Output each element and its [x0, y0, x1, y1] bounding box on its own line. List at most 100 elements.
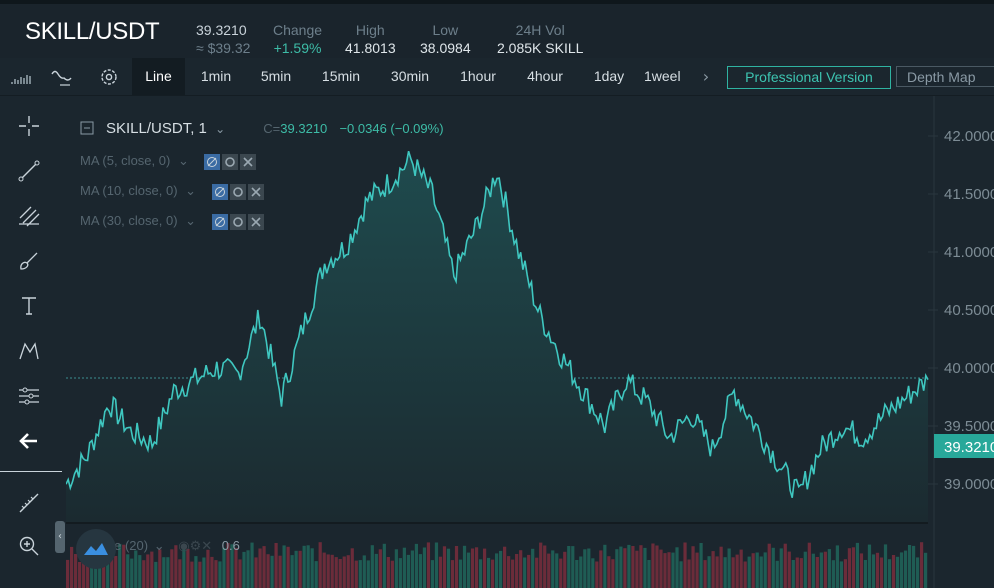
fib-lines-icon[interactable] [17, 204, 41, 228]
low-label: Low [432, 22, 459, 38]
volume-bar [98, 553, 102, 588]
volume-tool-icons[interactable]: ◉⚙✕ [178, 538, 213, 553]
settings-gear-icon[interactable] [229, 183, 246, 200]
volume-bar [663, 553, 667, 588]
hide-indicator-icon[interactable] [211, 213, 228, 230]
volume-bar [458, 559, 463, 588]
chevron-down-icon[interactable]: ⌄ [153, 538, 165, 553]
chart-type-toggle[interactable] [76, 529, 116, 569]
indicator-icon[interactable] [50, 66, 72, 88]
volume-bar [831, 560, 835, 588]
volume-bar [306, 545, 310, 588]
depth-map-button[interactable]: Depth Map [896, 66, 994, 87]
volume-bar [258, 548, 262, 588]
volume-bar [134, 550, 138, 588]
ma-5-label[interactable]: MA (5, close, 0) [80, 153, 171, 168]
volume-bar [563, 551, 567, 588]
volume-bar [358, 560, 362, 588]
volume-bar [535, 557, 539, 588]
volume-bar [579, 556, 583, 588]
chevron-down-icon[interactable]: ⌄ [185, 183, 197, 198]
volume-stat: 24H Vol 2.085K SKILL [497, 22, 583, 56]
volume-bar [254, 557, 258, 588]
tab-1min[interactable]: 1min [200, 68, 232, 84]
volume-bar [899, 552, 904, 588]
zoom-in-icon[interactable] [17, 534, 41, 558]
close-value: 39.3210 [280, 121, 328, 136]
volume-bar [891, 555, 896, 588]
volume-bar [158, 549, 162, 588]
professional-version-button[interactable]: Professional Version [727, 66, 891, 89]
y-tick-label: 41.0000 [944, 244, 994, 261]
sidebar-collapse-handle[interactable]: ‹ [55, 521, 65, 553]
volume-bar [230, 544, 234, 588]
measure-icon[interactable] [17, 384, 41, 408]
price-chart[interactable]: 42.0000 41.5000 41.0000 40.5000 40.0000 39.50… [66, 96, 994, 588]
y-tick-label: 39.0000 [944, 476, 994, 493]
volume-bar [114, 556, 118, 588]
volume-bar [619, 546, 623, 588]
back-arrow-icon[interactable] [17, 429, 41, 453]
volume-bar [895, 556, 900, 588]
ruler-icon[interactable] [17, 491, 41, 515]
volume-bar [519, 550, 523, 588]
ma-10-label[interactable]: MA (10, close, 0) [80, 183, 178, 198]
candles-chart-icon[interactable] [10, 66, 32, 88]
tab-4hour[interactable]: 4hour [527, 68, 563, 84]
settings-gear-icon[interactable] [229, 213, 246, 230]
tab-30min[interactable]: 30min [390, 68, 430, 84]
crosshair-icon[interactable] [17, 114, 41, 138]
volume-bar [166, 557, 170, 588]
tab-15min[interactable]: 15min [321, 68, 361, 84]
tab-1hour[interactable]: 1hour [460, 68, 496, 84]
tab-1day[interactable]: 1day [593, 68, 625, 84]
settings-gear-icon[interactable] [98, 66, 120, 88]
volume-bar [771, 547, 775, 588]
ma-5-row: MA (5, close, 0) ⌄ [80, 153, 257, 170]
tab-line[interactable]: Line [132, 58, 185, 95]
y-tick-label: 40.5000 [944, 302, 994, 319]
legend-symbol[interactable]: SKILL/USDT, 1 [106, 120, 207, 137]
tab-1week[interactable]: 1weel [644, 68, 681, 84]
volume-bar [266, 554, 270, 588]
close-prefix: C= [263, 121, 281, 136]
volume-bar [270, 555, 274, 588]
y-tick-label: 39.5000 [944, 418, 994, 435]
volume-bar [178, 559, 182, 588]
volume-bar [298, 550, 302, 588]
volume-bar [783, 543, 787, 588]
hide-indicator-icon[interactable] [204, 153, 221, 170]
hide-indicator-icon[interactable] [211, 183, 228, 200]
tab-5min[interactable]: 5min [260, 68, 292, 84]
close-icon[interactable] [247, 213, 264, 230]
change-stat: Change +1.59% [273, 22, 322, 56]
collapse-icon[interactable] [80, 121, 94, 135]
volume-bar [238, 559, 242, 588]
settings-gear-icon[interactable] [222, 153, 239, 170]
volume-bar [511, 559, 515, 588]
chevron-down-icon[interactable]: ⌄ [215, 122, 226, 136]
volume-bar [198, 561, 202, 588]
volume-bar [214, 560, 218, 588]
volume-bar [154, 561, 158, 588]
text-icon[interactable] [17, 294, 41, 318]
volume-bar [727, 548, 731, 588]
close-icon[interactable] [240, 153, 257, 170]
volume-bar [294, 550, 298, 588]
volume-bar [330, 554, 334, 588]
trend-line-icon[interactable] [17, 159, 41, 183]
pattern-icon[interactable] [17, 339, 41, 363]
volume-bar [218, 561, 222, 588]
close-icon[interactable] [247, 183, 264, 200]
chevron-down-icon[interactable]: ⌄ [185, 213, 197, 228]
brush-icon[interactable] [17, 249, 41, 273]
volume-bar [346, 555, 350, 588]
volume-bar [835, 545, 839, 588]
volume-bar [643, 547, 647, 588]
chevron-right-icon[interactable]: › [702, 67, 710, 86]
volume-bar [310, 548, 314, 588]
volume-bars [66, 542, 928, 588]
chevron-down-icon[interactable]: ⌄ [177, 153, 189, 168]
volume-bar [555, 553, 559, 588]
ma-30-label[interactable]: MA (30, close, 0) [80, 213, 178, 228]
